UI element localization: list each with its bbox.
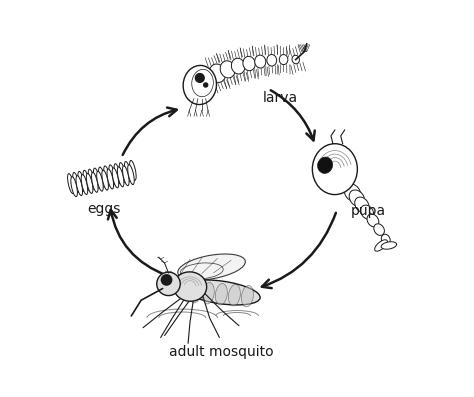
Ellipse shape	[349, 190, 365, 207]
Ellipse shape	[381, 242, 397, 249]
Ellipse shape	[243, 56, 255, 71]
Ellipse shape	[71, 177, 77, 197]
Text: eggs: eggs	[87, 202, 120, 216]
Ellipse shape	[178, 254, 246, 280]
Ellipse shape	[182, 280, 260, 305]
Ellipse shape	[215, 283, 228, 305]
Ellipse shape	[228, 285, 240, 306]
Text: adult mosquito: adult mosquito	[169, 345, 273, 359]
Ellipse shape	[220, 61, 235, 78]
Ellipse shape	[355, 197, 369, 212]
Ellipse shape	[83, 170, 90, 190]
Ellipse shape	[104, 166, 110, 186]
Ellipse shape	[344, 184, 361, 202]
Ellipse shape	[86, 173, 93, 193]
Ellipse shape	[129, 160, 136, 180]
Ellipse shape	[367, 214, 379, 227]
Ellipse shape	[374, 224, 384, 235]
Ellipse shape	[118, 167, 124, 187]
Ellipse shape	[102, 170, 109, 190]
Circle shape	[157, 272, 180, 296]
Ellipse shape	[73, 173, 79, 193]
Ellipse shape	[183, 66, 217, 104]
Ellipse shape	[91, 172, 98, 192]
Ellipse shape	[107, 169, 114, 189]
Ellipse shape	[267, 54, 277, 66]
Ellipse shape	[192, 69, 213, 97]
Ellipse shape	[292, 55, 300, 64]
Ellipse shape	[109, 165, 116, 185]
Circle shape	[195, 73, 205, 83]
Ellipse shape	[81, 175, 88, 195]
Ellipse shape	[279, 54, 288, 65]
Ellipse shape	[99, 167, 105, 187]
Ellipse shape	[112, 168, 118, 188]
Ellipse shape	[119, 163, 126, 183]
Ellipse shape	[88, 169, 95, 189]
Ellipse shape	[241, 285, 254, 307]
Ellipse shape	[381, 234, 390, 245]
Ellipse shape	[68, 173, 74, 194]
Ellipse shape	[173, 272, 207, 301]
Ellipse shape	[123, 166, 129, 186]
Ellipse shape	[312, 144, 357, 195]
Ellipse shape	[361, 205, 374, 219]
Text: pupa: pupa	[351, 204, 386, 218]
Text: larva: larva	[263, 91, 298, 105]
Ellipse shape	[189, 281, 201, 303]
Ellipse shape	[318, 157, 333, 173]
Ellipse shape	[76, 175, 82, 196]
Ellipse shape	[128, 165, 134, 185]
Ellipse shape	[231, 58, 245, 74]
Circle shape	[161, 274, 173, 286]
Ellipse shape	[125, 162, 131, 181]
Ellipse shape	[97, 171, 103, 191]
Ellipse shape	[93, 168, 100, 188]
Ellipse shape	[180, 263, 223, 279]
Ellipse shape	[255, 55, 266, 68]
Ellipse shape	[374, 240, 387, 251]
Ellipse shape	[209, 64, 226, 83]
Circle shape	[203, 82, 209, 88]
Ellipse shape	[114, 164, 120, 184]
Ellipse shape	[78, 172, 84, 191]
Ellipse shape	[202, 283, 214, 304]
